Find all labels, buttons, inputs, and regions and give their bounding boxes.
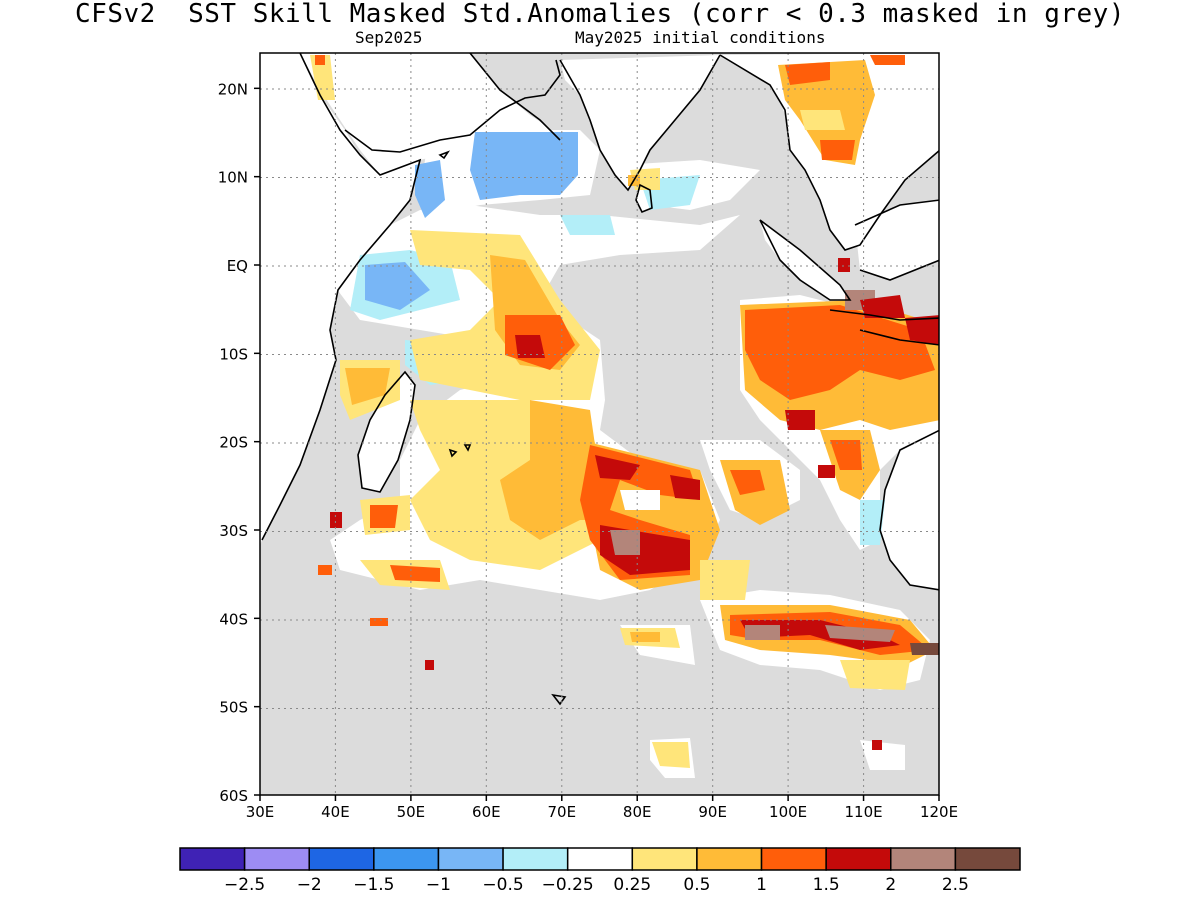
lat-tick-label: EQ: [227, 257, 248, 275]
colorbar-swatch: [373, 847, 440, 871]
lat-tick-label: 60S: [219, 787, 248, 805]
colorbar-swatch: [308, 847, 375, 871]
gridlines: [260, 53, 939, 795]
colorbar-label: −2.5: [224, 875, 265, 895]
map-field: [260, 53, 939, 795]
lat-tick-label: 10S: [219, 345, 248, 363]
lon-tick-label: 80E: [623, 803, 652, 821]
colorbar-label: 2: [885, 875, 896, 895]
colorbar-swatch: [243, 847, 310, 871]
longitude-axis: 30E 40E 50E 60E 70E 80E 90E 100E 110E 120E: [246, 795, 958, 821]
colorbar-label: −1: [426, 875, 451, 895]
lon-tick-label: 100E: [769, 803, 807, 821]
lon-tick-label: 50E: [397, 803, 426, 821]
colorbar-swatch: [437, 847, 504, 871]
target-month-label: Sep2025: [355, 28, 423, 47]
initial-conditions-label: May2025 initial conditions: [575, 28, 826, 47]
colorbar-label: −0.5: [482, 875, 523, 895]
coastlines: [261, 53, 939, 706]
colorbar-swatch: [825, 847, 892, 871]
colorbar-swatch: [631, 847, 698, 871]
colorbar-label: −0.25: [542, 875, 594, 895]
lon-tick-label: 70E: [547, 803, 576, 821]
map-title: CFSv2 SST Skill Masked Std.Anomalies (co…: [75, 0, 1125, 29]
colorbar-swatch: [566, 847, 634, 871]
colorbar-swatch: [954, 847, 1021, 871]
lon-tick-label: 30E: [246, 803, 275, 821]
colorbar-swatch: [696, 847, 763, 871]
lon-tick-label: 60E: [472, 803, 501, 821]
colorbar-label: 0.5: [683, 875, 710, 895]
lon-tick-label: 110E: [845, 803, 883, 821]
lon-tick-label: 40E: [321, 803, 350, 821]
colorbar-label: 1: [756, 875, 767, 895]
colorbar-swatch: [890, 847, 957, 871]
lat-tick-label: 40S: [219, 610, 248, 628]
lat-tick-label: 20N: [218, 80, 248, 98]
lon-tick-label: 120E: [920, 803, 958, 821]
anomaly-shading: [310, 55, 939, 778]
colorbar-label: 1.5: [813, 875, 840, 895]
lat-tick-label: 30S: [219, 522, 248, 540]
lat-tick-label: 10N: [218, 169, 248, 187]
colorbar-label: 0.25: [613, 875, 651, 895]
lat-tick-label: 50S: [219, 699, 248, 717]
colorbar-label: −1.5: [353, 875, 394, 895]
colorbar-swatch: [760, 847, 827, 871]
latitude-axis: 20N 10N EQ 10S 20S 30S 40S 50S 60S: [218, 80, 260, 805]
colorbar-swatch: [502, 847, 569, 871]
lon-tick-label: 90E: [698, 803, 727, 821]
lat-tick-label: 20S: [219, 434, 248, 452]
colorbar-swatch: [179, 847, 246, 871]
colorbar: −2.5 −2 −1.5 −1 −0.5 −0.25 0.25 0.5 1 1.5 2 2.5: [179, 847, 1021, 895]
colorbar-label: 2.5: [942, 875, 969, 895]
colorbar-label: −2: [297, 875, 322, 895]
map-frame: [259, 52, 940, 796]
